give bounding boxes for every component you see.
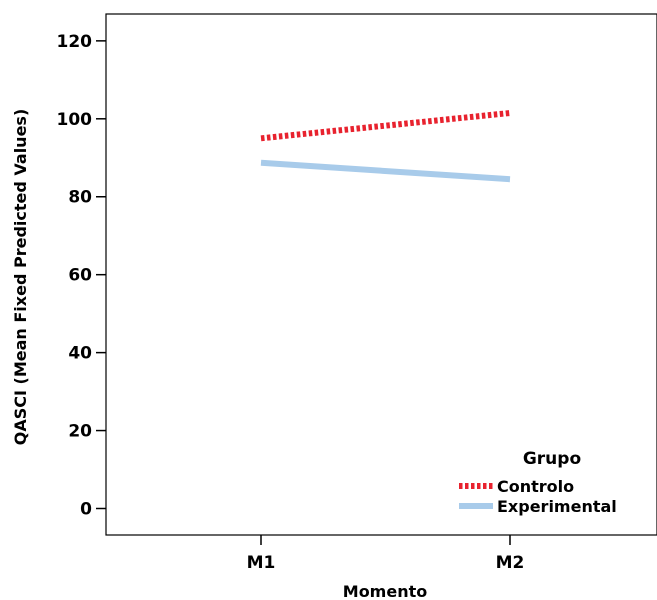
x-axis: M1 M2 <box>247 535 525 573</box>
y-tick-label: 0 <box>80 500 92 520</box>
x-axis-title: Momento <box>343 582 427 600</box>
y-tick-label: 60 <box>68 266 92 286</box>
series-layer <box>260 110 511 183</box>
y-tick-label: 80 <box>68 188 92 208</box>
legend-label-controlo: Controlo <box>497 477 574 496</box>
legend-title: Grupo <box>523 449 581 469</box>
y-axis-title: QASCI (Mean Fixed Predicted Values) <box>11 109 30 446</box>
y-tick-label: 100 <box>57 110 93 130</box>
y-tick-label: 40 <box>68 344 92 364</box>
x-tick-label: M2 <box>496 553 525 573</box>
y-axis: 0 20 40 60 80 100 120 <box>57 32 106 520</box>
legend-label-experimental: Experimental <box>497 497 617 516</box>
series-line-controlo <box>260 110 511 142</box>
x-tick-label: M1 <box>247 553 276 573</box>
y-tick-label: 20 <box>68 422 92 442</box>
y-tick-label: 120 <box>57 32 93 52</box>
series-line-experimental <box>260 159 511 183</box>
